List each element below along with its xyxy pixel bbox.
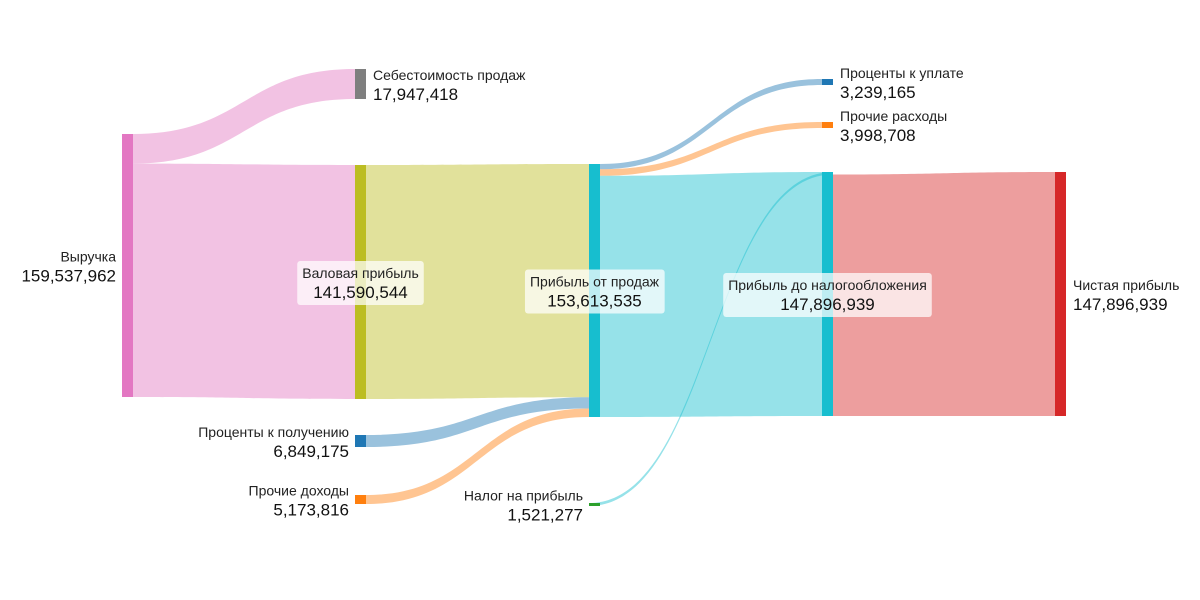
label-gross: Валовая прибыль 141,590,544 <box>297 261 424 305</box>
label-other_income: Прочие доходы 5,173,816 <box>249 483 349 520</box>
label-background-pretax <box>723 273 932 317</box>
link-int_income-to-op_profit <box>366 397 589 447</box>
label-background-gross <box>297 261 424 305</box>
node-label-net: Чистая прибыль <box>1073 277 1179 293</box>
link-op_profit-to-pretax <box>600 172 822 417</box>
node-value-pretax: 147,896,939 <box>780 295 875 314</box>
node-label-revenue: Выручка <box>60 249 116 265</box>
node-value-revenue: 159,537,962 <box>21 267 116 286</box>
node-value-net: 147,896,939 <box>1073 295 1168 314</box>
label-int_expense: Проценты к уплате 3,239,165 <box>840 65 964 102</box>
node-value-tax: 1,521,277 <box>507 506 583 525</box>
link-other_income-to-op_profit <box>366 408 589 504</box>
node-label-op_profit: Прибыль от продаж <box>530 274 660 290</box>
label-other_expense: Прочие расходы 3,998,708 <box>840 108 947 145</box>
link-pretax-to-net <box>833 172 1055 416</box>
node-label-cogs: Себестоимость продаж <box>373 67 526 83</box>
label-tax: Налог на прибыль 1,521,277 <box>464 488 583 525</box>
label-net: Чистая прибыль 147,896,939 <box>1073 277 1179 314</box>
link-op_profit-to-int_expense <box>600 79 822 170</box>
sankey-links <box>133 69 1055 506</box>
node-value-other_income: 5,173,816 <box>273 501 349 520</box>
node-label-other_expense: Прочие расходы <box>840 108 947 124</box>
node-cogs <box>355 69 366 99</box>
node-value-int_income: 6,849,175 <box>273 442 349 461</box>
link-gross-to-op_profit <box>366 164 589 399</box>
node-label-int_income: Проценты к получению <box>198 424 349 440</box>
label-background-op_profit <box>524 269 665 314</box>
node-other_expense <box>822 122 833 128</box>
link-revenue-to-cogs <box>133 69 355 164</box>
link-revenue-to-gross <box>133 163 355 399</box>
label-op_profit: Прибыль от продаж 153,613,535 <box>524 269 665 314</box>
node-value-int_expense: 3,239,165 <box>840 83 916 102</box>
node-label-other_income: Прочие доходы <box>249 483 349 499</box>
node-revenue <box>122 134 133 397</box>
node-other_income <box>355 495 366 504</box>
node-label-pretax: Прибыль до налогообложения <box>728 277 927 293</box>
node-label-gross: Валовая прибыль <box>302 265 419 281</box>
node-value-op_profit: 153,613,535 <box>547 292 642 311</box>
label-int_income: Проценты к получению 6,849,175 <box>198 424 349 461</box>
node-int_income <box>355 435 366 447</box>
label-revenue: Выручка 159,537,962 <box>21 249 116 286</box>
sankey-labels: Выручка 159,537,962 Себестоимость продаж 17… <box>21 65 1179 525</box>
label-cogs: Себестоимость продаж 17,947,418 <box>373 67 526 104</box>
node-label-int_expense: Проценты к уплате <box>840 65 964 81</box>
node-label-tax: Налог на прибыль <box>464 488 583 504</box>
label-pretax: Прибыль до налогообложения 147,896,939 <box>723 273 932 317</box>
node-net <box>1055 172 1066 416</box>
link-pretax-to-tax <box>589 172 833 506</box>
node-tax <box>589 503 600 506</box>
node-value-gross: 141,590,544 <box>313 283 408 302</box>
node-value-cogs: 17,947,418 <box>373 85 458 104</box>
node-value-other_expense: 3,998,708 <box>840 126 916 145</box>
node-int_expense <box>822 79 833 85</box>
link-op_profit-to-other_expense <box>600 122 822 176</box>
